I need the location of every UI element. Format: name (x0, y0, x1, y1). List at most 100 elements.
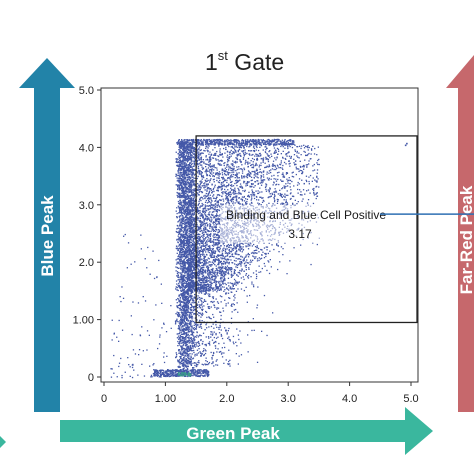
scatter-point (184, 291, 186, 293)
scatter-point (181, 202, 183, 204)
scatter-point (275, 180, 278, 182)
scatter-point (179, 218, 181, 220)
scatter-point (292, 202, 294, 204)
scatter-point (194, 236, 196, 238)
scatter-point (198, 259, 201, 261)
scatter-point (184, 161, 186, 163)
scatter-point (180, 240, 182, 242)
scatter-point (179, 161, 182, 163)
scatter-point (193, 233, 195, 235)
scatter-point (280, 195, 282, 197)
scatter-point (186, 312, 188, 314)
scatter-point (196, 224, 198, 226)
scatter-point (187, 144, 189, 146)
scatter-point (177, 188, 179, 190)
scatter-point (185, 164, 188, 166)
scatter-point (192, 328, 194, 330)
scatter-point (189, 303, 192, 305)
scatter-point (179, 366, 181, 368)
scatter-point (179, 153, 181, 156)
scatter-point (188, 219, 191, 221)
scatter-point (207, 257, 209, 259)
scatter-point (181, 204, 183, 206)
scatter-point (261, 172, 263, 174)
scatter-point (199, 211, 201, 214)
scatter-point (196, 353, 198, 355)
scatter-point (232, 192, 234, 194)
scatter-point (217, 194, 219, 196)
scatter-point (212, 179, 215, 181)
scatter-point (242, 248, 245, 251)
scatter-point (185, 203, 187, 205)
scatter-point (196, 159, 198, 161)
scatter-point (181, 179, 183, 181)
scatter-point (289, 183, 291, 185)
scatter-point (239, 245, 241, 248)
scatter-point (187, 208, 189, 210)
scatter-point (179, 250, 181, 252)
scatter-point (181, 329, 183, 331)
scatter-point (189, 213, 191, 215)
scatter-point (188, 198, 191, 200)
scatter-point (315, 192, 318, 194)
scatter-point (184, 280, 186, 282)
scatter-point (238, 177, 240, 179)
scatter-point (176, 224, 178, 227)
scatter-point (209, 155, 211, 158)
scatter-point (202, 278, 205, 280)
scatter-point (212, 214, 214, 216)
scatter-point (178, 167, 180, 169)
green-peak-arrow: Green Peak (60, 407, 433, 455)
scatter-point (209, 163, 211, 165)
scatter-point (177, 267, 180, 269)
scatter-point (232, 189, 235, 191)
scatter-point (202, 176, 204, 178)
scatter-point (249, 162, 251, 164)
scatter-point (182, 348, 184, 350)
scatter-point (202, 233, 205, 236)
scatter-point (247, 252, 249, 255)
scatter-point (177, 289, 179, 292)
scatter-point (181, 333, 183, 335)
scatter-point (187, 279, 189, 281)
scatter-point (183, 253, 185, 256)
scatter-point (185, 303, 187, 305)
scatter-point (182, 276, 185, 278)
scatter-point (192, 193, 194, 195)
scatter-point (185, 210, 187, 212)
scatter-point (178, 233, 180, 235)
scatter-point (178, 322, 180, 324)
scatter-point (189, 217, 192, 220)
scatter-point (286, 273, 288, 275)
scatter-point (185, 149, 187, 151)
blue-peak-arrow: Blue Peak (19, 58, 75, 412)
scatter-point (197, 203, 200, 206)
scatter-point (215, 200, 217, 202)
scatter-point (182, 191, 184, 193)
scatter-point (179, 219, 181, 221)
scatter-point (183, 276, 186, 278)
scatter-point (191, 178, 193, 181)
scatter-point (190, 172, 192, 174)
scatter-point (191, 311, 194, 313)
scatter-point (187, 244, 189, 246)
scatter-point (305, 154, 307, 156)
scatter-point (184, 174, 186, 176)
scatter-point (220, 281, 222, 283)
scatter-point (182, 368, 185, 370)
scatter-point (197, 240, 199, 243)
scatter-point (197, 187, 199, 189)
scatter-point (175, 184, 177, 186)
scatter-point (203, 226, 205, 228)
scatter-point (262, 157, 265, 159)
scatter-point (203, 263, 205, 265)
scatter-point (213, 175, 215, 177)
scatter-point (227, 194, 230, 196)
scatter-point (194, 313, 196, 315)
scatter-point (191, 317, 194, 319)
scatter-point (241, 251, 243, 253)
scatter-point (252, 170, 254, 173)
scatter-point (183, 213, 186, 215)
scatter-point (178, 326, 180, 328)
scatter-point (258, 164, 261, 166)
